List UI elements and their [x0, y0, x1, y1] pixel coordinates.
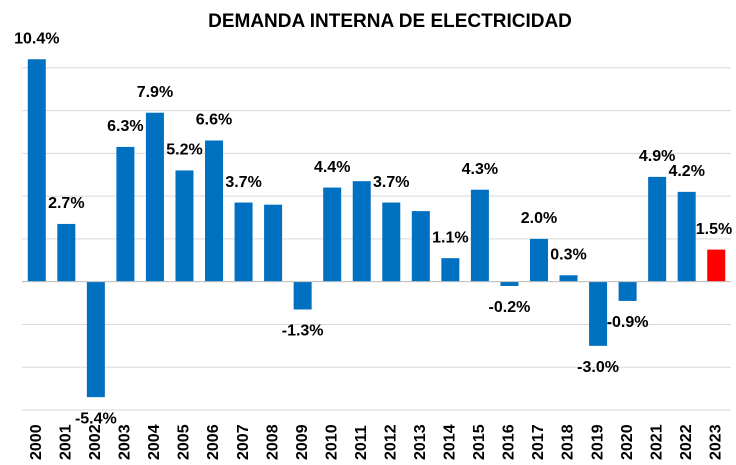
- x-tick-label: 2013: [412, 424, 429, 460]
- data-label: 6.3%: [107, 118, 143, 135]
- data-label: -0.9%: [607, 314, 649, 331]
- x-tick-label: 2018: [560, 424, 577, 460]
- bar: [205, 140, 224, 282]
- x-tick-label: 2007: [235, 424, 252, 460]
- data-label: 2.0%: [521, 210, 557, 227]
- data-label: 1.1%: [432, 229, 468, 246]
- bar: [293, 281, 312, 310]
- data-label: 0.3%: [550, 246, 586, 263]
- data-label: 1.5%: [696, 221, 732, 238]
- chart-title: DEMANDA INTERNA DE ELECTRICIDAD: [208, 11, 572, 32]
- bar: [529, 238, 548, 282]
- bar: [382, 202, 401, 282]
- data-label: -1.3%: [282, 323, 324, 340]
- bar: [264, 204, 283, 282]
- data-label: -3.0%: [577, 359, 619, 376]
- x-tick-label: 2008: [264, 424, 281, 460]
- bar: [677, 191, 696, 282]
- x-tick-label: 2006: [205, 424, 222, 460]
- data-label: 5.2%: [166, 142, 202, 159]
- data-label: 6.6%: [196, 112, 232, 129]
- data-label: 4.3%: [462, 161, 498, 178]
- data-label: -0.2%: [489, 299, 531, 316]
- data-label: 4.2%: [668, 163, 704, 180]
- x-tick-label: 2010: [323, 424, 340, 460]
- x-tick-label: 2001: [58, 424, 75, 460]
- x-tick-label: 2019: [589, 424, 606, 460]
- bar: [707, 249, 726, 282]
- x-tick-label: 2022: [678, 424, 695, 460]
- data-label: 10.4%: [14, 30, 59, 47]
- bar: [175, 170, 194, 282]
- x-tick-label: 2009: [294, 424, 311, 460]
- x-tick-label: 2011: [353, 425, 370, 460]
- x-tick-label: 2015: [471, 424, 488, 460]
- bar: [589, 281, 608, 346]
- data-label: 2.7%: [48, 195, 84, 212]
- data-label: 4.9%: [639, 148, 675, 165]
- x-tick-label: 2017: [530, 424, 547, 460]
- data-label: 7.9%: [137, 84, 173, 101]
- bar: [234, 202, 253, 282]
- bar: [116, 146, 135, 282]
- x-tick-label: 2021: [648, 424, 665, 460]
- bar: [618, 281, 637, 301]
- x-tick-label: 2016: [501, 424, 518, 460]
- x-tick-label: 2005: [176, 424, 193, 460]
- x-tick-label: 2012: [382, 424, 399, 460]
- bar: [648, 176, 667, 282]
- bar: [86, 281, 105, 398]
- x-tick-label: 2023: [707, 424, 724, 460]
- x-tick-label: 2020: [619, 424, 636, 460]
- x-tick-label: 2003: [117, 424, 134, 460]
- bar: [559, 275, 578, 282]
- x-tick-label: 2004: [146, 424, 163, 460]
- bar: [441, 258, 460, 282]
- data-label: 3.7%: [373, 174, 409, 191]
- data-label: 3.7%: [225, 174, 261, 191]
- bar: [411, 211, 430, 282]
- x-tick-label: 2000: [28, 424, 45, 460]
- bar: [352, 181, 371, 282]
- bar: [500, 281, 519, 286]
- bar: [470, 189, 489, 282]
- bar: [27, 59, 46, 282]
- bar: [57, 223, 76, 282]
- data-label: -5.4%: [75, 410, 117, 427]
- bar: [145, 112, 164, 282]
- x-tick-label: 2014: [442, 424, 459, 460]
- x-tick-label: 2002: [87, 424, 104, 460]
- data-label: 4.4%: [314, 159, 350, 176]
- bar: [323, 187, 342, 282]
